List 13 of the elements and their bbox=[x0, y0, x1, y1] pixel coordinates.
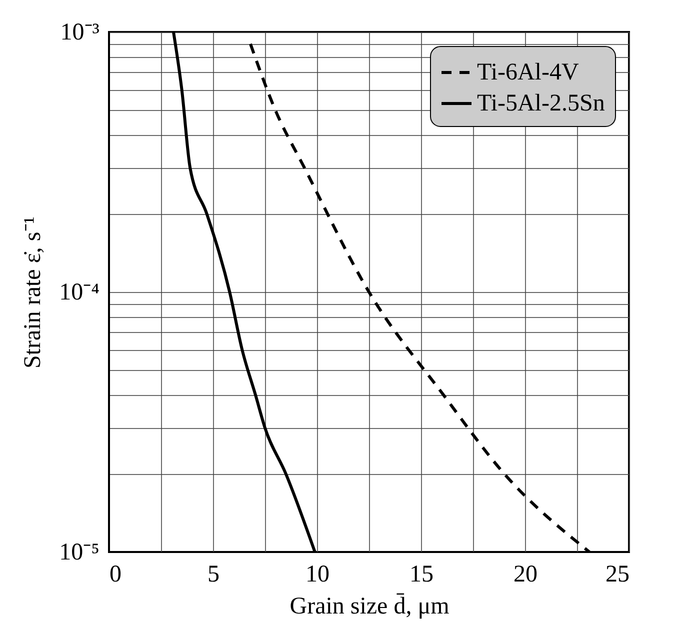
y-tick-label: 10⁻⁵ bbox=[59, 540, 100, 566]
x-tick-label: 5 bbox=[208, 562, 220, 588]
y-tick-label: 10⁻³ bbox=[60, 20, 100, 46]
x-tick-label: 20 bbox=[514, 562, 538, 588]
y-axis-title: Strain rate ε̇, s⁻¹ bbox=[20, 216, 46, 368]
x-axis-title: Grain size d̄, μm bbox=[290, 593, 450, 620]
x-tick-label: 10 bbox=[306, 562, 330, 588]
legend-label: Ti-6Al-4V bbox=[477, 60, 580, 86]
y-tick-label: 10⁻⁴ bbox=[59, 280, 100, 306]
x-tick-label: 15 bbox=[410, 562, 434, 588]
legend-label: Ti-5Al-2.5Sn bbox=[477, 90, 605, 116]
x-tick-label: 25 bbox=[606, 562, 630, 588]
x-tick-label: 0 bbox=[110, 562, 122, 588]
